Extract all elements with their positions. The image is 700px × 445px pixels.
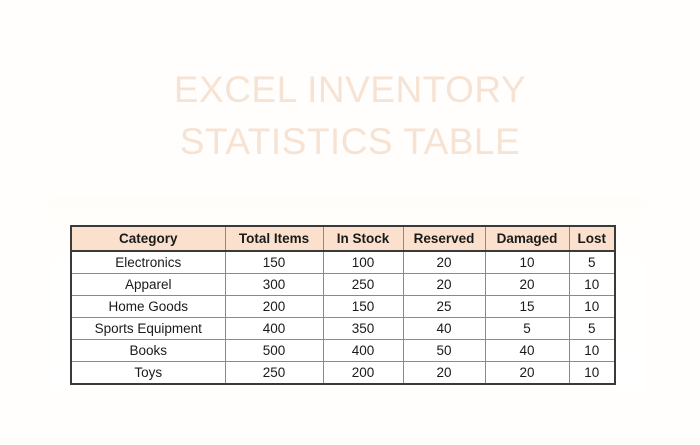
cell-lost: 10 — [568, 339, 616, 362]
table-body: Electronics 150 100 20 10 5 Apparel 300 … — [70, 250, 616, 385]
cell-in-stock: 200 — [322, 361, 404, 385]
table-row: Home Goods 200 150 25 15 10 — [70, 295, 616, 318]
cell-total-items: 200 — [224, 295, 324, 318]
cell-total-items: 400 — [224, 317, 324, 340]
cell-lost: 10 — [568, 361, 616, 385]
page-title-line-1: EXCEL INVENTORY — [173, 69, 527, 110]
column-header-total-items: Total Items — [224, 225, 324, 252]
inventory-statistics-table: Category Total Items In Stock Reserved D… — [70, 225, 616, 385]
column-header-lost: Lost — [568, 225, 616, 252]
cell-damaged: 5 — [484, 317, 570, 340]
cell-category: Toys — [70, 361, 226, 385]
table-row: Books 500 400 50 40 10 — [70, 339, 616, 362]
cell-reserved: 20 — [402, 361, 486, 385]
cell-damaged: 15 — [484, 295, 570, 318]
table-header-row: Category Total Items In Stock Reserved D… — [70, 225, 616, 252]
cell-total-items: 300 — [224, 273, 324, 296]
cell-total-items: 250 — [224, 361, 324, 385]
column-header-damaged: Damaged — [484, 225, 570, 252]
cell-damaged: 40 — [484, 339, 570, 362]
cell-lost: 10 — [568, 295, 616, 318]
cell-damaged: 10 — [484, 250, 570, 274]
cell-damaged: 20 — [484, 361, 570, 385]
cell-reserved: 20 — [402, 273, 486, 296]
column-header-in-stock: In Stock — [322, 225, 404, 252]
cell-category: Books — [70, 339, 226, 362]
table-row: Sports Equipment 400 350 40 5 5 — [70, 317, 616, 340]
cell-lost: 10 — [568, 273, 616, 296]
cell-in-stock: 350 — [322, 317, 404, 340]
cell-reserved: 25 — [402, 295, 486, 318]
cell-category: Sports Equipment — [70, 317, 226, 340]
table-row: Electronics 150 100 20 10 5 — [70, 250, 616, 274]
cell-lost: 5 — [568, 317, 616, 340]
inventory-table-container: Category Total Items In Stock Reserved D… — [70, 225, 616, 385]
cell-total-items: 500 — [224, 339, 324, 362]
table-header: Category Total Items In Stock Reserved D… — [70, 225, 616, 252]
cell-in-stock: 250 — [322, 273, 404, 296]
cell-category: Home Goods — [70, 295, 226, 318]
column-header-reserved: Reserved — [402, 225, 486, 252]
cell-reserved: 50 — [402, 339, 486, 362]
cell-category: Apparel — [70, 273, 226, 296]
cell-in-stock: 150 — [322, 295, 404, 318]
page-title-line-2: STATISTICS TABLE — [179, 121, 521, 162]
column-header-category: Category — [70, 225, 226, 252]
table-row: Apparel 300 250 20 20 10 — [70, 273, 616, 296]
cell-in-stock: 400 — [322, 339, 404, 362]
cell-reserved: 40 — [402, 317, 486, 340]
cell-total-items: 150 — [224, 250, 324, 274]
cell-reserved: 20 — [402, 250, 486, 274]
cell-damaged: 20 — [484, 273, 570, 296]
cell-lost: 5 — [568, 250, 616, 274]
cell-in-stock: 100 — [322, 250, 404, 274]
page-title: EXCEL INVENTORY STATISTICS TABLE — [0, 64, 700, 168]
table-row: Toys 250 200 20 20 10 — [70, 361, 616, 385]
cell-category: Electronics — [70, 250, 226, 274]
